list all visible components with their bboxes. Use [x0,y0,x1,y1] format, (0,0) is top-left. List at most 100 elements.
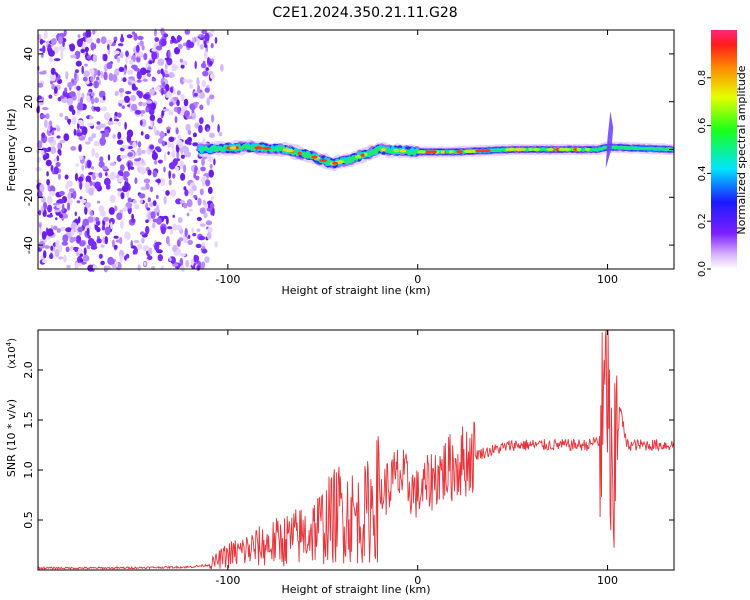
noise-speckle [174,116,178,124]
noise-speckle [130,94,137,102]
noise-speckle [179,257,184,267]
noise-speckle [209,164,213,169]
noise-speckle [113,244,118,250]
noise-speckle [102,216,110,222]
noise-speckle [80,48,86,54]
noise-speckle [187,234,191,239]
noise-speckle [173,252,180,256]
noise-speckle [183,78,187,83]
noise-speckle [120,220,124,229]
signal-hotspot [546,147,554,152]
noise-speckle [77,122,80,130]
noise-speckle [206,127,210,132]
noise-speckle [77,90,81,99]
noise-speckle [42,201,48,211]
noise-speckle [104,129,110,138]
noise-speckle [168,72,175,79]
noise-speckle [127,152,134,157]
noise-speckle [203,50,208,59]
noise-speckle [124,121,127,130]
noise-speckle [76,132,83,137]
noise-speckle [218,132,223,137]
noise-speckle [99,156,104,163]
noise-speckle [71,79,75,84]
colorbar: 0.0 0.2 0.4 0.6 0.8 Normalized spectral ampl… [697,30,748,277]
noise-speckle [88,161,91,168]
noise-speckle [86,55,91,60]
noise-speckle [117,188,123,192]
signal-hotspot [311,155,318,159]
noise-speckle [107,44,110,51]
noise-speckle [188,208,193,212]
noise-speckle [41,231,47,240]
noise-speckle [187,129,192,135]
noise-speckle [59,112,64,118]
signal-hotspot [400,149,405,153]
noise-speckle [201,80,206,88]
signal-hotspot [332,161,338,165]
noise-speckle [177,43,183,50]
noise-speckle [47,204,53,213]
noise-speckle [87,264,94,272]
noise-speckle [78,144,82,152]
noise-speckle [165,235,170,245]
signal-hotspot [393,148,400,153]
noise-speckle [171,142,175,151]
noise-speckle [57,97,62,102]
noise-speckle [155,45,163,51]
noise-speckle [54,248,60,258]
noise-speckle [93,140,100,147]
noise-speckle [37,82,44,88]
noise-speckle [57,142,62,151]
noise-speckle [148,60,153,65]
noise-speckle [60,95,65,99]
noise-speckle [59,190,65,196]
noise-speckle [108,207,115,215]
colorbar-tick-label: 0.2 [697,213,708,229]
noise-speckle [96,238,102,244]
noise-speckle [181,145,188,152]
noise-speckle [193,92,198,97]
noise-speckle [204,87,210,93]
noise-speckle [118,66,125,72]
noise-speckle [69,236,74,244]
noise-speckle [161,110,165,117]
noise-speckle [147,213,151,222]
signal-hotspot [555,147,560,152]
noise-speckle [183,202,188,209]
noise-speckle [75,163,79,168]
noise-speckle [105,171,108,177]
noise-speckle [55,239,60,249]
noise-speckle [151,48,157,52]
noise-speckle [85,175,92,184]
noise-speckle [165,216,169,225]
colorbar-tick-label: 0.0 [697,261,708,277]
noise-speckle [41,259,48,264]
noise-speckle [40,114,46,119]
noise-speckle [70,146,77,151]
noise-speckle [197,197,202,206]
noise-speckle [75,60,82,67]
noise-speckle [188,41,195,48]
noise-speckle [86,227,90,237]
noise-speckle [84,181,91,190]
noise-speckle [86,95,91,103]
noise-speckle [41,107,49,111]
noise-speckle [173,47,181,55]
noise-speckle [183,164,187,173]
noise-speckle [140,131,144,136]
noise-speckle [79,240,86,247]
noise-speckle [77,226,83,233]
noise-speckle [129,59,134,65]
noise-speckle [196,265,201,271]
signal-hotspot [360,153,365,157]
noise-speckle [103,177,111,186]
noise-speckle [199,117,204,125]
noise-speckle [161,140,166,147]
noise-speckle [72,190,77,200]
noise-speckle [117,43,124,47]
signal-hotspot [440,150,445,154]
noise-speckle [187,239,193,245]
noise-speckle [42,154,47,161]
noise-speckle [91,166,94,170]
